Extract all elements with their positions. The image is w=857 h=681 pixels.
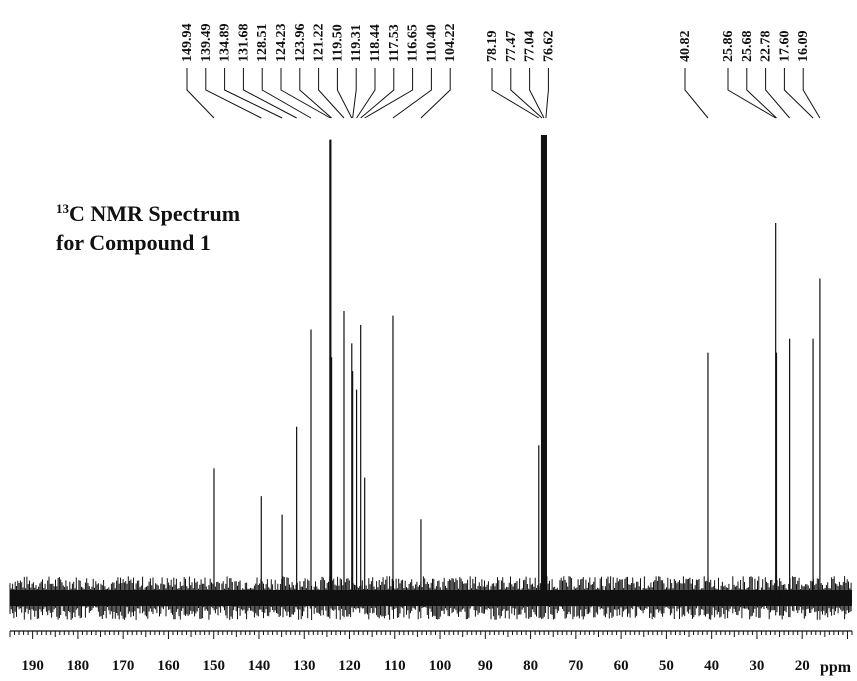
peak-leader-9 [352, 68, 357, 119]
peak-leader-14 [420, 68, 451, 119]
peak-leader-21 [746, 68, 777, 119]
peak-leader-10 [356, 68, 376, 119]
peak-leader-15 [491, 68, 540, 119]
x-tick-label-6: 130 [293, 658, 316, 674]
peak-label-17: 77.04 [523, 31, 538, 63]
peak-label-19: 40.82 [678, 31, 693, 63]
baseline-noise [9, 576, 852, 620]
peak-label-0: 149.94 [180, 24, 195, 63]
peak-label-15: 78.19 [485, 31, 500, 63]
x-tick-label-5: 140 [248, 658, 271, 674]
peak-leader-2 [224, 68, 283, 119]
peak-label-3: 131.68 [236, 24, 251, 63]
chart-title-line1-text: C NMR Spectrum [69, 201, 241, 226]
peak-leader-16 [510, 68, 543, 119]
x-tick-label-16: 30 [749, 658, 764, 674]
peak-leader-5 [280, 68, 331, 119]
peak-leader-24 [802, 68, 821, 119]
x-tick-label-0: 190 [21, 658, 44, 674]
isotope-superscript: 13 [56, 201, 69, 216]
peak-label-1: 139.49 [199, 24, 214, 63]
peak-leader-6 [299, 68, 332, 119]
peak-label-20: 25.86 [721, 31, 736, 63]
peak-label-7: 121.22 [312, 24, 327, 63]
peak-label-23: 17.60 [777, 31, 792, 63]
x-tick-label-1: 180 [67, 658, 90, 674]
peak-label-2: 134.89 [218, 24, 233, 63]
x-tick-label-17: 20 [795, 658, 810, 674]
peak-lines [213, 135, 821, 598]
peak-label-14: 104.22 [443, 24, 458, 63]
peak-label-4: 128.51 [255, 24, 270, 63]
x-tick-label-3: 160 [157, 658, 180, 674]
peak-labels: 149.94 139.49 134.89 131.68 128.51 124.23 123.… [180, 24, 811, 63]
x-tick-label-9: 100 [429, 658, 452, 674]
chart-title-line2: for Compound 1 [56, 230, 211, 255]
noise-trace [9, 576, 852, 620]
x-tick-label-4: 150 [202, 658, 225, 674]
peak-leader-19 [684, 68, 709, 119]
peak-leader-3 [242, 68, 297, 119]
chart-title: 13C NMR Spectrum for Compound 1 [56, 199, 240, 257]
peak-leader-17 [529, 68, 545, 119]
peak-label-8: 119.50 [330, 24, 345, 62]
peak-leader-12 [364, 68, 414, 119]
peak-label-21: 25.68 [740, 31, 755, 63]
peak-leader-4 [261, 68, 312, 119]
peak-label-22: 22.78 [759, 31, 774, 63]
peak-leader-20 [727, 68, 776, 119]
peak-label-24: 16.09 [796, 31, 811, 63]
peak-label-16: 77.47 [504, 31, 519, 63]
chart-title-line1: 13C NMR Spectrum [56, 199, 240, 228]
peak-label-9: 119.31 [349, 24, 364, 62]
peak-leader-0 [186, 68, 215, 119]
peak-leader-11 [360, 68, 395, 119]
peak-label-5: 124.23 [274, 24, 289, 63]
peak-leader-13 [392, 68, 432, 119]
peak-leader-23 [783, 68, 814, 119]
x-axis: 190 180 170 160 150 140 130 120 110 100 90 80 70 60 50… [9, 630, 853, 674]
x-tick-label-15: 40 [704, 658, 719, 674]
x-axis-label: ppm [820, 659, 852, 676]
x-tick-label-10: 90 [478, 658, 493, 674]
peak-label-10: 118.44 [368, 24, 383, 62]
peak-leader-1 [205, 68, 262, 119]
x-tick-label-7: 120 [338, 658, 361, 674]
x-tick-label-14: 50 [659, 658, 674, 674]
peak-leader-22 [765, 68, 790, 119]
x-tick-label-11: 80 [523, 658, 538, 674]
peak-label-13: 110.40 [424, 24, 439, 62]
peak-label-12: 116.65 [406, 24, 421, 62]
x-tick-label-2: 170 [112, 658, 135, 674]
peak-leader-18 [545, 68, 549, 119]
peak-label-leaders [186, 68, 821, 119]
x-tick-label-12: 70 [568, 658, 583, 674]
peak-label-6: 123.96 [293, 24, 308, 63]
peak-leader-8 [336, 68, 353, 119]
peak-leader-7 [318, 68, 345, 119]
peak-label-11: 117.53 [387, 24, 402, 62]
x-tick-label-8: 110 [384, 658, 406, 674]
x-tick-label-13: 60 [614, 658, 629, 674]
peak-label-18: 76.62 [541, 31, 556, 63]
